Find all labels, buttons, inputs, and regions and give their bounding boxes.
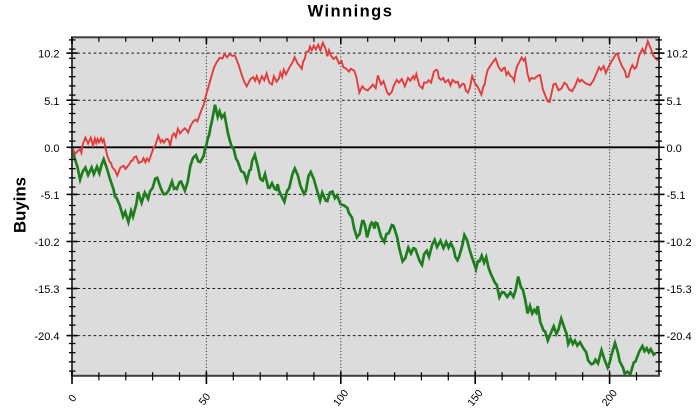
svg-text:5.1: 5.1 bbox=[667, 96, 682, 108]
svg-text:-20.4: -20.4 bbox=[34, 331, 59, 343]
svg-text:0.0: 0.0 bbox=[667, 143, 682, 155]
svg-text:-15.3: -15.3 bbox=[667, 284, 692, 296]
svg-text:-10.2: -10.2 bbox=[667, 237, 692, 249]
svg-text:-15.3: -15.3 bbox=[34, 284, 59, 296]
svg-text:-10.2: -10.2 bbox=[34, 237, 59, 249]
svg-text:10.2: 10.2 bbox=[38, 49, 59, 61]
svg-text:5.1: 5.1 bbox=[44, 96, 59, 108]
svg-text:-5.1: -5.1 bbox=[667, 190, 686, 202]
svg-text:0.0: 0.0 bbox=[44, 143, 59, 155]
svg-text:-20.4: -20.4 bbox=[667, 331, 692, 343]
svg-text:Winnings: Winnings bbox=[308, 3, 394, 21]
svg-text:-5.1: -5.1 bbox=[41, 190, 60, 202]
svg-text:Buyins: Buyins bbox=[11, 177, 30, 233]
svg-text:10.2: 10.2 bbox=[667, 49, 688, 61]
